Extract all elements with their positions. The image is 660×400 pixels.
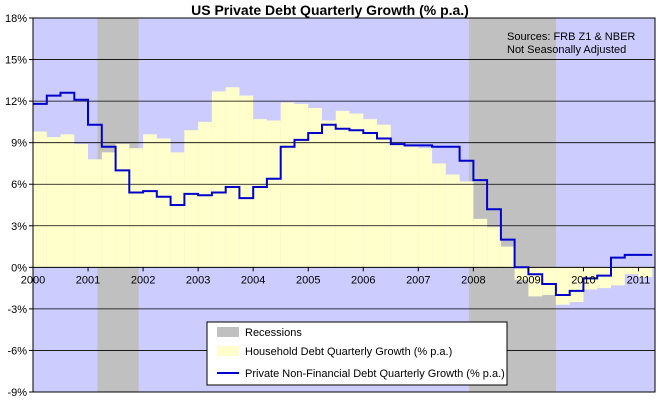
y-tick-label: 3% xyxy=(11,221,27,233)
legend: Recessions Household Debt Quarterly Grow… xyxy=(206,321,508,386)
household-quarter-bar xyxy=(88,159,102,268)
x-tick-label: 2011 xyxy=(627,274,651,286)
household-quarter-bar xyxy=(349,113,364,268)
legend-swatch-household xyxy=(217,346,239,356)
household-quarter-bar xyxy=(321,120,336,268)
household-quarter-bar xyxy=(46,137,61,268)
x-tick-label: 2000 xyxy=(21,274,45,286)
household-quarter-bar xyxy=(308,108,322,268)
axes: -9% -6% -3% 0% 3% 6% 9% 12% 15% 18% 2000 2001 2002 20… xyxy=(5,13,656,399)
household-quarter-bar xyxy=(404,146,419,268)
y-tick-label: 12% xyxy=(5,96,27,108)
x-tick-label: 2007 xyxy=(406,274,430,286)
household-quarter-bar xyxy=(225,87,240,268)
legend-label-private-debt: Private Non-Financial Debt Quarterly Gro… xyxy=(245,368,505,380)
y-tick-label: 18% xyxy=(5,13,27,25)
x-tick-label: 2009 xyxy=(516,274,540,286)
y-tick-label: -9% xyxy=(7,387,27,399)
household-quarter-bar xyxy=(569,267,584,302)
legend-swatch-recessions xyxy=(217,327,239,337)
private-debt-line-series xyxy=(33,91,653,296)
private-debt-line xyxy=(33,91,653,296)
household-quarter-bar xyxy=(115,144,130,268)
y-tick-label: 15% xyxy=(5,55,27,67)
household-quarter-bar xyxy=(239,95,254,268)
household-quarter-bar xyxy=(610,267,625,286)
x-tick-label: 2002 xyxy=(131,274,155,286)
household-quarter-bar xyxy=(363,119,378,268)
household-quarter-bar xyxy=(280,102,295,268)
x-tick-label: 2008 xyxy=(461,274,485,286)
x-tick-label: 2001 xyxy=(76,274,100,286)
household-quarter-bar xyxy=(74,144,89,268)
household-quarter-bar xyxy=(432,163,446,268)
household-quarter-bar xyxy=(143,134,157,268)
household-quarter-bar xyxy=(253,119,267,268)
x-tick-label: 2003 xyxy=(186,274,210,286)
household-quarter-bar xyxy=(445,174,460,268)
y-tick-label: 9% xyxy=(11,138,27,150)
x-tick-label: 2006 xyxy=(351,274,375,286)
chart-title: US Private Debt Quarterly Growth (% p.a.… xyxy=(191,2,469,18)
household-quarter-bar xyxy=(335,110,350,268)
source-note-line: Not Seasonally Adjusted xyxy=(507,44,626,56)
household-quarter-bar xyxy=(638,267,653,278)
x-tick-label: 2004 xyxy=(241,274,265,286)
household-quarter-bar xyxy=(487,227,501,268)
y-tick-label: -3% xyxy=(7,304,27,316)
household-area-series xyxy=(33,87,653,305)
y-tick-label: -6% xyxy=(7,345,27,357)
household-quarter-bar xyxy=(500,246,515,268)
household-quarter-bar xyxy=(33,131,47,268)
source-note: Sources: FRB Z1 & NBER Not Seasonally Ad… xyxy=(507,31,635,56)
y-tick-label: 6% xyxy=(11,179,27,191)
household-quarter-bar xyxy=(101,152,116,268)
legend-label-household: Household Debt Quarterly Growth (% p.a.) xyxy=(245,346,452,358)
household-quarter-bar xyxy=(624,267,639,275)
legend-box xyxy=(206,321,508,386)
household-quarter-bar xyxy=(377,124,391,268)
household-quarter-bar xyxy=(459,181,474,268)
household-quarter-bar xyxy=(542,267,556,296)
y-tick-label: 0% xyxy=(11,262,27,274)
household-quarter-bar xyxy=(129,148,144,268)
legend-label-recessions: Recessions xyxy=(245,327,302,339)
household-quarter-bar xyxy=(170,152,185,268)
plot-frame xyxy=(32,17,656,393)
household-quarter-bar xyxy=(266,120,281,268)
household-quarter-bar xyxy=(390,144,405,268)
household-quarter-bar xyxy=(211,91,226,268)
household-quarter-bar xyxy=(514,267,529,280)
household-quarter-bar xyxy=(156,138,171,268)
source-note-line: Sources: FRB Z1 & NBER xyxy=(507,31,635,43)
household-quarter-bar xyxy=(60,134,75,268)
household-quarter-bar xyxy=(418,148,433,268)
household-quarter-bar xyxy=(555,267,570,305)
x-tick-label: 2010 xyxy=(571,274,595,286)
household-quarter-bar xyxy=(294,103,309,268)
household-quarter-bar xyxy=(473,218,488,268)
household-quarter-bar xyxy=(597,267,611,289)
x-tick-label: 2005 xyxy=(296,274,320,286)
household-quarter-bar xyxy=(184,130,199,268)
